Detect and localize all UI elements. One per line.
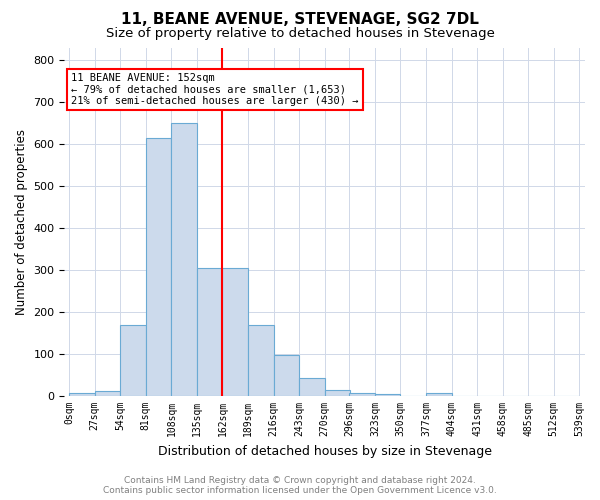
Bar bbox=[248, 324, 274, 396]
Bar bbox=[120, 324, 146, 396]
Bar bbox=[325, 390, 350, 396]
X-axis label: Distribution of detached houses by size in Stevenage: Distribution of detached houses by size … bbox=[158, 444, 492, 458]
Text: 11 BEANE AVENUE: 152sqm
← 79% of detached houses are smaller (1,653)
21% of semi: 11 BEANE AVENUE: 152sqm ← 79% of detache… bbox=[71, 72, 359, 106]
Y-axis label: Number of detached properties: Number of detached properties bbox=[15, 129, 28, 315]
Bar bbox=[69, 392, 95, 396]
Text: Contains HM Land Registry data © Crown copyright and database right 2024.
Contai: Contains HM Land Registry data © Crown c… bbox=[103, 476, 497, 495]
Bar bbox=[95, 391, 120, 396]
Bar bbox=[223, 268, 248, 396]
Bar bbox=[197, 268, 223, 396]
Text: 11, BEANE AVENUE, STEVENAGE, SG2 7DL: 11, BEANE AVENUE, STEVENAGE, SG2 7DL bbox=[121, 12, 479, 28]
Bar bbox=[274, 356, 299, 396]
Bar bbox=[426, 393, 452, 396]
Bar bbox=[299, 378, 325, 396]
Text: Size of property relative to detached houses in Stevenage: Size of property relative to detached ho… bbox=[106, 28, 494, 40]
Bar bbox=[375, 394, 400, 396]
Bar bbox=[172, 123, 197, 396]
Bar bbox=[146, 138, 172, 396]
Bar bbox=[349, 393, 375, 396]
